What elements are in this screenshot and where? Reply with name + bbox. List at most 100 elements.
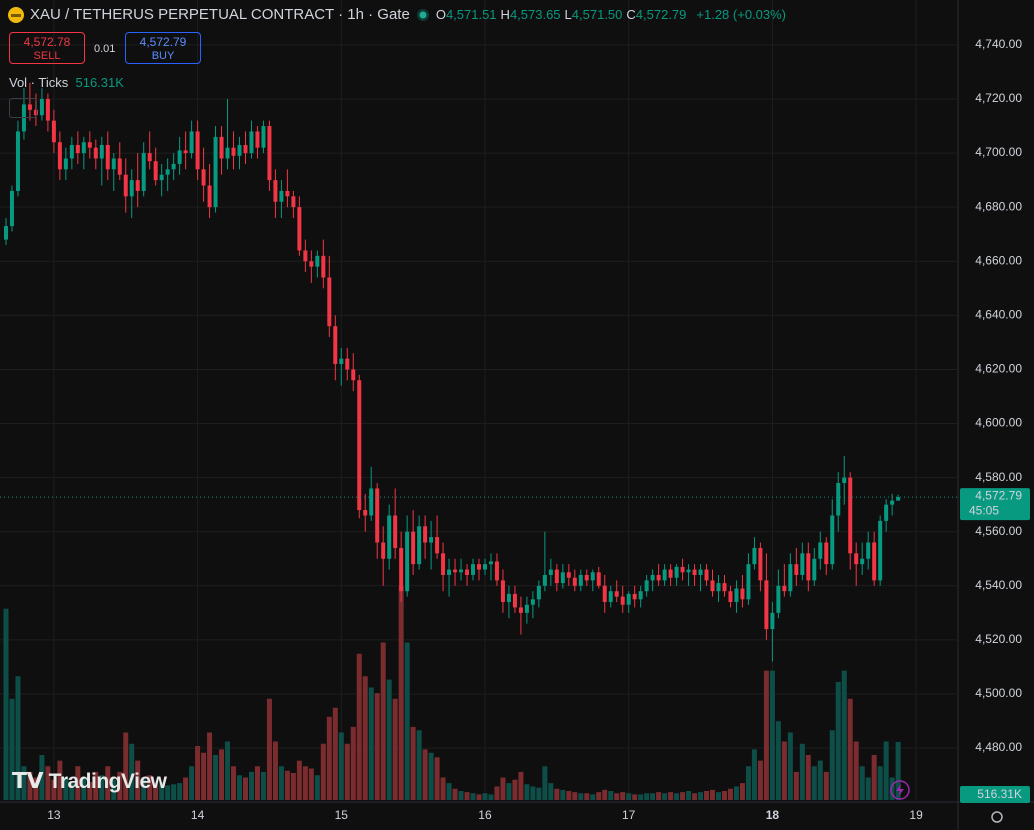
- volume-bar: [686, 791, 692, 800]
- candle-body: [572, 577, 577, 586]
- volume-bar: [105, 766, 111, 800]
- candle-body: [135, 180, 140, 191]
- candle-body: [722, 583, 727, 592]
- candle-body: [189, 131, 194, 154]
- candle-body: [165, 169, 170, 175]
- volume-bar: [39, 755, 45, 800]
- volume-bar: [596, 792, 602, 800]
- spread: 0.01: [94, 43, 116, 55]
- candle-body: [429, 537, 434, 543]
- candle-body: [63, 158, 68, 170]
- sell-price: 4,572.78: [23, 35, 71, 49]
- candle-body: [417, 526, 422, 565]
- volume-bar: [254, 766, 260, 800]
- candles: [3, 82, 901, 662]
- candle-body: [668, 569, 673, 578]
- candle-body: [518, 607, 523, 613]
- candle-body: [447, 569, 452, 575]
- volume-bar: [9, 698, 15, 800]
- collapse-button[interactable]: [9, 98, 37, 118]
- volume-bar: [266, 698, 272, 800]
- y-tick-label: 4,480.00: [975, 740, 1022, 754]
- volume-bar: [165, 785, 171, 800]
- volume-bar: [428, 752, 434, 800]
- volume-bar: [823, 771, 829, 800]
- candle-body: [890, 500, 895, 505]
- volume-bar: [416, 730, 422, 800]
- candle-body: [554, 569, 559, 584]
- volume-bar: [560, 789, 566, 800]
- volume-bar: [231, 766, 237, 800]
- candle-body: [393, 515, 398, 548]
- volume-bar: [835, 681, 841, 800]
- candle-body: [237, 144, 242, 156]
- ohlc-value: 4,573.65: [509, 7, 561, 22]
- candle-body: [267, 126, 272, 181]
- candle-body: [33, 109, 38, 116]
- volume-bar: [811, 766, 817, 800]
- volume-bar: [805, 755, 811, 800]
- candle-body: [596, 572, 601, 586]
- y-tick-label: 4,720.00: [975, 91, 1022, 105]
- volume-bar: [135, 760, 141, 800]
- candle-body: [782, 585, 787, 592]
- volume-bar: [566, 791, 572, 800]
- buy-button[interactable]: 4,572.79 BUY: [125, 32, 201, 64]
- volume-title: Vol · Ticks: [9, 75, 69, 90]
- ohlc-key: C: [626, 7, 636, 22]
- volume-bar: [590, 794, 596, 800]
- volume-bar: [710, 789, 716, 800]
- candle-body: [309, 261, 314, 267]
- legend: XAU / TETHERUS PERPETUAL CONTRACT · 1h ·…: [8, 6, 790, 23]
- candle-body: [500, 580, 505, 603]
- volume-bar: [147, 775, 153, 800]
- candle-body: [213, 136, 218, 208]
- volume-bar: [332, 707, 338, 800]
- volume-bar: [787, 732, 793, 800]
- candle-body: [758, 547, 763, 581]
- candle-body: [45, 98, 50, 121]
- sell-label: SELL: [33, 50, 61, 62]
- candle-body: [872, 542, 877, 581]
- volume-bar: [889, 777, 895, 800]
- candle-body: [560, 572, 565, 584]
- candle-body: [345, 358, 350, 370]
- y-tick-label: 4,560.00: [975, 524, 1022, 538]
- candle-body: [351, 369, 356, 381]
- volume-bar: [644, 793, 650, 800]
- candle-body: [494, 561, 499, 581]
- candle-body: [626, 593, 631, 605]
- volume-bar: [63, 777, 69, 800]
- volume-bar: [278, 766, 284, 800]
- candle-body: [506, 593, 511, 603]
- last-price-label: 4,572.79: [975, 488, 1022, 502]
- volume-bar: [33, 777, 39, 800]
- candle-body: [333, 326, 338, 365]
- volume-bar: [847, 698, 853, 800]
- volume-bar: [757, 760, 763, 800]
- candle-body: [411, 531, 416, 565]
- volume-bar: [117, 771, 123, 800]
- x-tick-label: 18: [766, 808, 780, 822]
- volume-bar: [841, 670, 847, 800]
- candle-body: [153, 161, 158, 181]
- y-tick-label: 4,520.00: [975, 632, 1022, 646]
- candle-body: [734, 588, 739, 603]
- volume-bar: [817, 760, 823, 800]
- volume-bar: [27, 771, 33, 800]
- candle-body: [51, 120, 56, 143]
- volume-bar: [895, 741, 901, 800]
- volume-bar: [739, 783, 745, 800]
- volume-bar: [242, 777, 248, 800]
- symbol: XAU / TETHERUS PERPETUAL CONTRACT · 1h ·…: [30, 6, 410, 23]
- volume-bar: [620, 792, 626, 800]
- candle-body: [315, 255, 320, 267]
- sell-button[interactable]: 4,572.78 SELL: [9, 32, 85, 64]
- volume-value: 516.31K: [75, 75, 124, 90]
- candle-body: [177, 150, 182, 164]
- volume-bar: [302, 766, 308, 800]
- volume-bar: [488, 794, 494, 800]
- candle-body: [465, 569, 470, 575]
- volume-bar: [21, 766, 27, 800]
- y-tick-label: 4,740.00: [975, 37, 1022, 51]
